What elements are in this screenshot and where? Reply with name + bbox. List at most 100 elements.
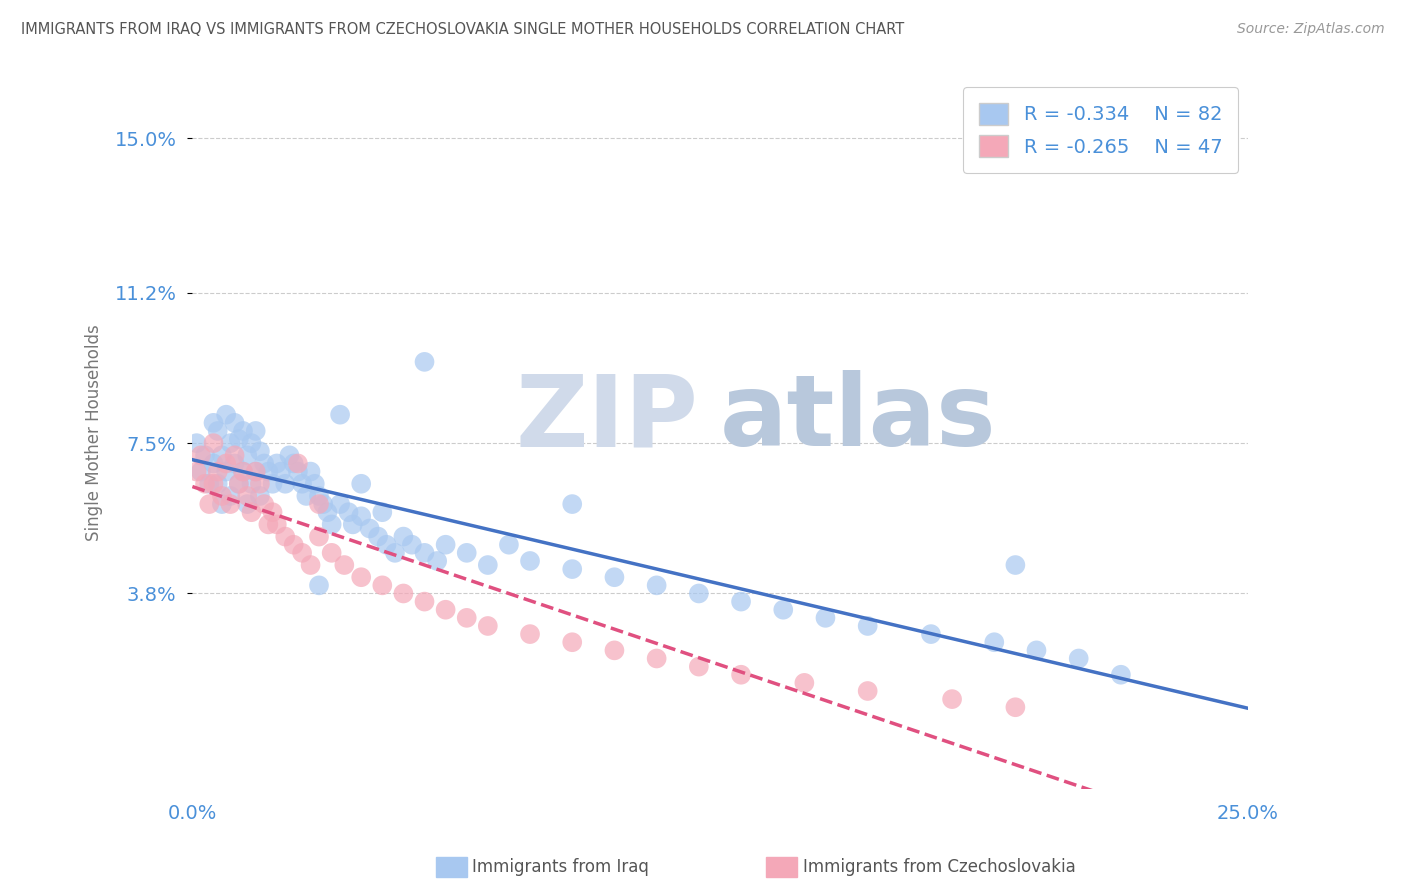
Point <box>645 651 668 665</box>
Point <box>645 578 668 592</box>
Text: Immigrants from Czechoslovakia: Immigrants from Czechoslovakia <box>803 858 1076 876</box>
Point <box>350 476 373 491</box>
Point <box>793 676 815 690</box>
Point <box>207 424 229 438</box>
Point <box>211 489 233 503</box>
Point <box>198 476 221 491</box>
Point <box>249 444 271 458</box>
Point <box>603 570 626 584</box>
Point <box>198 497 221 511</box>
Point <box>283 538 305 552</box>
Point <box>413 546 436 560</box>
Text: atlas: atlas <box>720 370 997 467</box>
Point <box>262 476 284 491</box>
Point <box>359 521 381 535</box>
Point <box>228 432 250 446</box>
Point <box>291 476 314 491</box>
Point <box>688 586 710 600</box>
Point <box>215 465 238 479</box>
Point <box>342 517 364 532</box>
Point <box>730 667 752 681</box>
Point <box>329 497 352 511</box>
Point <box>219 489 242 503</box>
Point <box>291 546 314 560</box>
Point <box>561 562 583 576</box>
Point <box>249 489 271 503</box>
Point <box>337 505 360 519</box>
Point <box>1109 667 1132 681</box>
Point <box>295 489 318 503</box>
Point <box>215 457 238 471</box>
Point <box>202 476 225 491</box>
Text: Immigrants from Iraq: Immigrants from Iraq <box>472 858 650 876</box>
Point <box>498 538 520 552</box>
Point <box>299 558 322 572</box>
Point <box>304 476 326 491</box>
Point <box>477 619 499 633</box>
Y-axis label: Single Mother Households: Single Mother Households <box>86 325 103 541</box>
Point <box>236 497 259 511</box>
Point <box>920 627 942 641</box>
Point <box>1067 651 1090 665</box>
Point <box>375 538 398 552</box>
Point <box>308 530 330 544</box>
Point <box>413 355 436 369</box>
Point <box>245 465 267 479</box>
Point <box>371 578 394 592</box>
Point <box>312 497 335 511</box>
Point <box>211 448 233 462</box>
Point <box>266 517 288 532</box>
Point <box>202 416 225 430</box>
Point <box>287 465 309 479</box>
Point <box>253 457 276 471</box>
Point <box>1025 643 1047 657</box>
Point <box>207 476 229 491</box>
Point <box>236 448 259 462</box>
Point <box>232 465 254 479</box>
Point <box>190 448 212 462</box>
Point <box>456 546 478 560</box>
Point <box>603 643 626 657</box>
Point <box>413 594 436 608</box>
Point <box>308 489 330 503</box>
Point <box>1004 700 1026 714</box>
Point <box>219 497 242 511</box>
Point <box>257 517 280 532</box>
Point <box>941 692 963 706</box>
Point <box>240 436 263 450</box>
Point <box>477 558 499 572</box>
Point <box>236 489 259 503</box>
Point <box>232 424 254 438</box>
Point <box>434 603 457 617</box>
Legend: R = -0.334    N = 82, R = -0.265    N = 47: R = -0.334 N = 82, R = -0.265 N = 47 <box>963 87 1237 173</box>
Point <box>253 497 276 511</box>
Point <box>1004 558 1026 572</box>
Point <box>207 465 229 479</box>
Point <box>245 424 267 438</box>
Point <box>274 530 297 544</box>
Point <box>772 603 794 617</box>
Point <box>384 546 406 560</box>
Point <box>426 554 449 568</box>
Point <box>392 530 415 544</box>
Point <box>190 465 212 479</box>
Point <box>202 457 225 471</box>
Point <box>211 497 233 511</box>
Point <box>983 635 1005 649</box>
Text: IMMIGRANTS FROM IRAQ VS IMMIGRANTS FROM CZECHOSLOVAKIA SINGLE MOTHER HOUSEHOLDS : IMMIGRANTS FROM IRAQ VS IMMIGRANTS FROM … <box>21 22 904 37</box>
Point <box>194 448 217 462</box>
Point <box>262 505 284 519</box>
Point <box>228 476 250 491</box>
Point <box>392 586 415 600</box>
Text: ZIP: ZIP <box>516 370 699 467</box>
Point <box>333 558 356 572</box>
Point <box>321 517 343 532</box>
Point <box>434 538 457 552</box>
Point <box>856 619 879 633</box>
Point <box>316 505 339 519</box>
Point <box>561 497 583 511</box>
Point <box>274 476 297 491</box>
Point <box>350 570 373 584</box>
Point <box>266 457 288 471</box>
Point <box>249 476 271 491</box>
